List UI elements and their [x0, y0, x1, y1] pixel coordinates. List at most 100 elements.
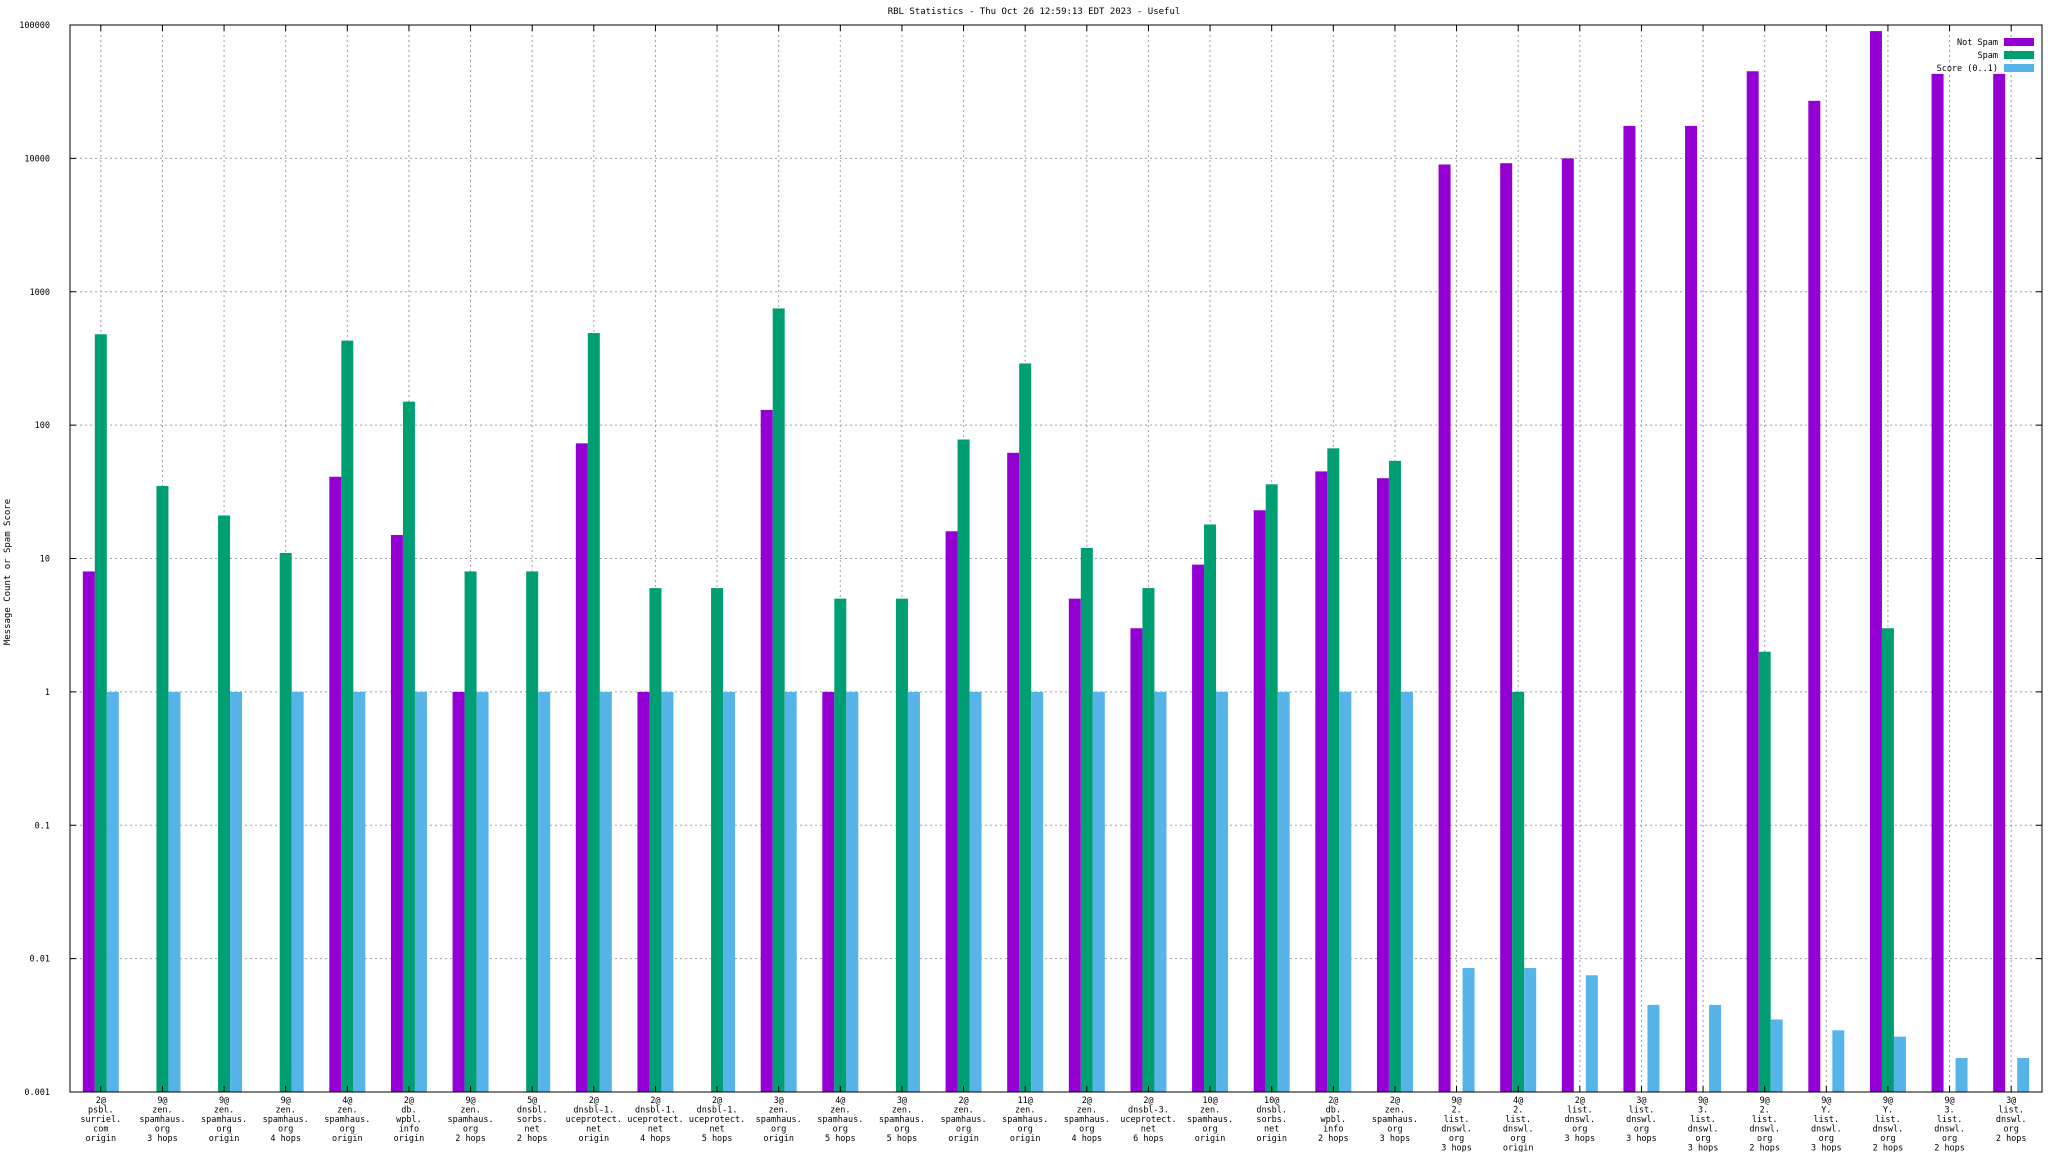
- bar-not-spam: [1869, 31, 1882, 1092]
- legend: Not Spam Spam Score (0..1): [1937, 38, 2034, 74]
- x-tick-label: 9@ 3. list. dnswl. org 3 hops: [1688, 1096, 1719, 1152]
- bar-score-0-1: [969, 691, 982, 1092]
- bar-not-spam: [1746, 71, 1759, 1092]
- bar-spam: [895, 598, 908, 1092]
- bar-score-0-1: [1770, 1019, 1783, 1092]
- bar-score-0-1: [353, 691, 366, 1092]
- bar-score-0-1: [1277, 691, 1290, 1092]
- bar-spam: [834, 598, 847, 1092]
- bar-score-0-1: [1832, 1030, 1845, 1092]
- x-tick-label: 9@ zen. spamhaus. org 4 hops: [263, 1096, 309, 1144]
- x-tick-label: 2@ psbl. surriel. com origin: [80, 1096, 121, 1144]
- bar-not-spam: [1808, 100, 1821, 1092]
- bar-spam: [711, 588, 724, 1092]
- bar-score-0-1: [1709, 1004, 1722, 1092]
- bar-score-0-1: [1400, 691, 1413, 1092]
- x-tick-label: 9@ 2. list. dnswl. org 3 hops: [1441, 1096, 1472, 1152]
- bar-spam: [402, 401, 415, 1093]
- bar-score-0-1: [1031, 691, 1044, 1092]
- bar-spam: [1512, 691, 1525, 1092]
- legend-label: Spam: [1978, 51, 1998, 61]
- bar-spam: [772, 308, 785, 1092]
- y-tick-label: 10: [40, 555, 50, 565]
- bar-spam: [218, 515, 231, 1092]
- bar-not-spam: [1993, 73, 2006, 1092]
- y-tick-labels: 0.001 0.01 0.1 1 10 100 1000 10000 100000: [19, 21, 2042, 1098]
- bar-spam: [1080, 547, 1093, 1092]
- bar-spam: [1881, 628, 1894, 1092]
- bar-score-0-1: [1955, 1057, 1968, 1092]
- x-tick-label: 4@ 2. list. dnswl. org origin: [1503, 1096, 1534, 1152]
- bar-not-spam: [575, 443, 588, 1092]
- x-tick-label: 9@ zen. spamhaus. org 2 hops: [448, 1096, 494, 1144]
- bar-score-0-1: [661, 691, 674, 1092]
- bar-score-0-1: [2017, 1057, 2030, 1092]
- bar-score-0-1: [230, 691, 243, 1092]
- x-tick-label: 4@ zen. spamhaus. org 5 hops: [817, 1096, 863, 1144]
- y-axis-label: Message Count or Spam Score: [3, 499, 13, 645]
- bar-spam: [341, 340, 354, 1093]
- bar-not-spam: [1931, 73, 1944, 1092]
- bar-score-0-1: [1092, 691, 1105, 1092]
- x-tick-label: 3@ zen. spamhaus. org origin: [756, 1096, 802, 1144]
- bar-spam: [464, 571, 477, 1092]
- bar-not-spam: [1192, 564, 1205, 1092]
- bar-not-spam: [1376, 478, 1389, 1092]
- bar-score-0-1: [1154, 691, 1167, 1092]
- x-tick-label: 2@ dnsbl-1. uceprotect. net 5 hops: [689, 1096, 745, 1144]
- x-tick-label: 2@ zen. spamhaus. org 4 hops: [1064, 1096, 1110, 1144]
- bar-not-spam: [1623, 125, 1636, 1093]
- bar-score-0-1: [168, 691, 181, 1092]
- bar-score-0-1: [1893, 1036, 1906, 1092]
- x-tick-label: 2@ dnsbl-1. uceprotect. net origin: [566, 1096, 622, 1144]
- bar-score-0-1: [414, 691, 427, 1092]
- chart-title: RBL Statistics - Thu Oct 26 12:59:13 EDT…: [888, 7, 1181, 17]
- bar-score-0-1: [291, 691, 304, 1092]
- x-tick-label: 10@ dnsbl. sorbs. net origin: [1256, 1096, 1287, 1144]
- y-tick-label: 100000: [19, 21, 50, 31]
- bar-spam: [526, 571, 539, 1092]
- x-tick-label: 9@ 3. list. dnswl. org 2 hops: [1934, 1096, 1965, 1152]
- bar-spam: [156, 485, 169, 1092]
- x-tick-label: 3@ list. dnswl. org 2 hops: [1996, 1096, 2027, 1144]
- bar-score-0-1: [907, 691, 920, 1092]
- y-tick-label: 100: [35, 421, 50, 431]
- bar-not-spam: [1068, 598, 1081, 1092]
- bar-spam: [1204, 524, 1217, 1092]
- x-tick-label: 2@ db. wpbl. info origin: [394, 1096, 425, 1144]
- bar-not-spam: [945, 531, 958, 1092]
- y-tick-label: 10000: [24, 154, 50, 164]
- x-tick-label: 2@ zen. spamhaus. org origin: [941, 1096, 987, 1144]
- x-tick-label: 3@ list. dnswl. org 3 hops: [1626, 1096, 1657, 1144]
- x-tick-label: 9@ zen. spamhaus. org origin: [201, 1096, 247, 1144]
- bar-not-spam: [1438, 164, 1451, 1092]
- bar-score-0-1: [1585, 975, 1598, 1092]
- y-tick-label: 0.1: [35, 821, 50, 831]
- x-tick-labels: 2@ psbl. surriel. com origin 9@ zen. spamhaus. o…: [80, 25, 2027, 1152]
- bar-score-0-1: [599, 691, 612, 1092]
- bar-score-0-1: [538, 691, 551, 1092]
- bars: [82, 31, 2030, 1093]
- bar-not-spam: [1685, 125, 1698, 1093]
- bar-not-spam: [82, 571, 95, 1092]
- y-tick-label: 1000: [30, 288, 50, 298]
- bar-not-spam: [1130, 628, 1143, 1092]
- bar-not-spam: [1500, 163, 1513, 1092]
- bar-not-spam: [452, 691, 465, 1092]
- y-tick-label: 1: [45, 688, 50, 698]
- legend-label: Score (0..1): [1937, 64, 1998, 74]
- bar-spam: [94, 334, 107, 1093]
- x-tick-label: 2@ dnsbl-3. uceprotect. net 6 hops: [1120, 1096, 1176, 1144]
- bar-not-spam: [637, 691, 650, 1092]
- x-tick-label: 9@ Y. list. dnswl. org 2 hops: [1873, 1096, 1904, 1152]
- x-tick-label: 3@ zen. spamhaus. org 5 hops: [879, 1096, 925, 1144]
- x-tick-label: 2@ dnsbl-1. uceprotect. net 4 hops: [627, 1096, 683, 1144]
- bar-score-0-1: [476, 691, 489, 1092]
- bar-spam: [587, 333, 600, 1093]
- bar-not-spam: [329, 476, 342, 1092]
- bar-score-0-1: [1462, 968, 1475, 1092]
- bar-spam: [279, 552, 292, 1092]
- bar-spam: [1327, 448, 1340, 1092]
- x-tick-label: 2@ db. wpbl. info 2 hops: [1318, 1096, 1349, 1144]
- x-tick-label: 11@ zen. spamhaus. org origin: [1002, 1096, 1048, 1144]
